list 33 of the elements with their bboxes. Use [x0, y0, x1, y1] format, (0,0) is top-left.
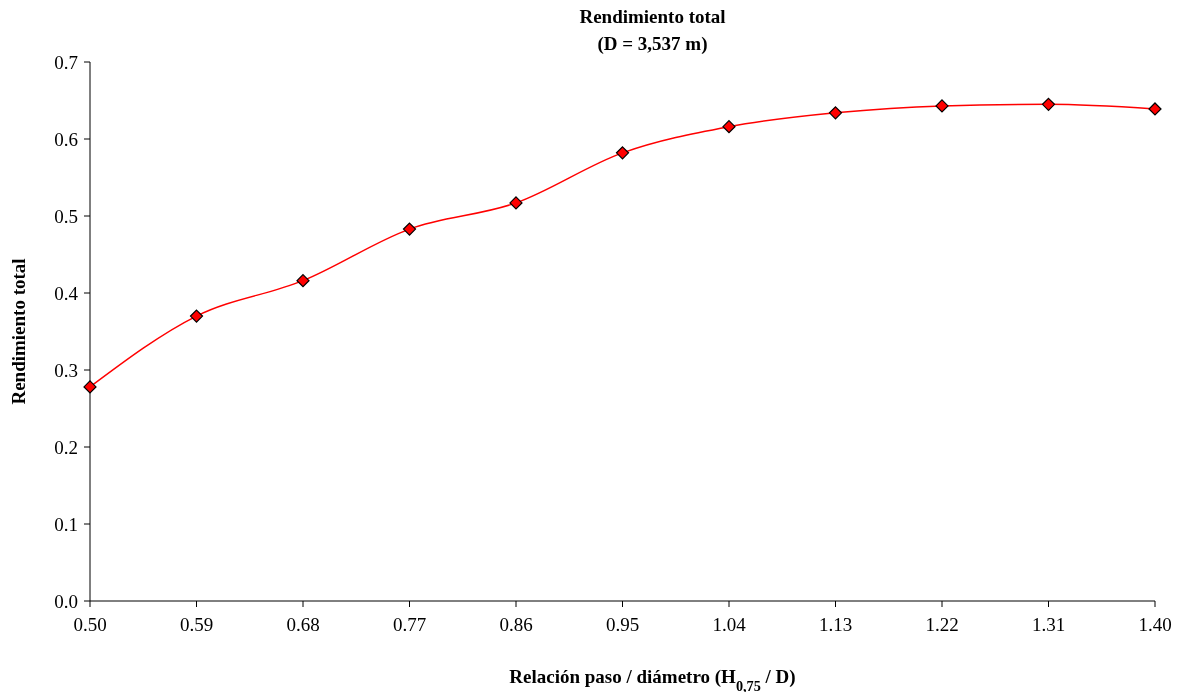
x-tick-label: 0.59	[179, 614, 214, 635]
point	[828, 106, 843, 120]
y-tick-label: 0.2	[54, 436, 78, 458]
x-tick-label: 0.86	[499, 614, 533, 635]
chart-subtitle: (D = 3,537 m)	[597, 33, 708, 55]
chart-title: Rendimiento total	[579, 6, 726, 27]
y-tick-label: 0.6	[54, 128, 78, 150]
point	[509, 196, 523, 210]
x-tick-label: 1.04	[712, 614, 747, 635]
y-axis-title: Rendimiento total	[8, 258, 29, 405]
point	[296, 274, 310, 288]
x-tick-label: 0.50	[73, 614, 107, 635]
x-tick-label: 1.31	[1031, 614, 1066, 635]
x-tick-label: 1.40	[1138, 614, 1172, 635]
point	[1041, 97, 1056, 111]
x-tick-label: 1.22	[925, 614, 959, 635]
y-tick-label: 0.1	[54, 513, 78, 535]
point	[615, 146, 630, 160]
x-tick-label: 1.13	[818, 614, 853, 635]
point	[1148, 102, 1162, 116]
x-tick-label: 0.77	[392, 614, 427, 635]
y-tick-label: 0.7	[54, 51, 78, 73]
y-tick-label: 0.0	[54, 590, 78, 612]
x-tick-label: 0.95	[605, 614, 640, 635]
point	[402, 222, 417, 236]
point	[935, 99, 949, 113]
y-tick-label: 0.3	[54, 359, 78, 381]
point	[722, 120, 736, 134]
y-tick-label: 0.4	[54, 282, 79, 304]
point	[189, 309, 204, 323]
x-tick-label: 0.68	[286, 614, 320, 635]
point	[83, 380, 97, 394]
y-tick-label: 0.5	[54, 205, 78, 227]
